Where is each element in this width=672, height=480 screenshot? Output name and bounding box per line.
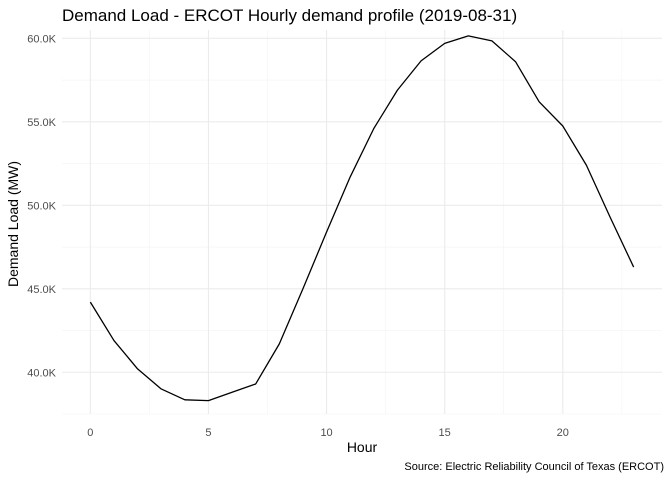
chart-title: Demand Load - ERCOT Hourly demand profil… xyxy=(62,6,517,25)
x-tick-label: 15 xyxy=(439,427,451,439)
x-tick-label: 0 xyxy=(87,427,93,439)
y-tick-labels: 40.0K 45.0K 50.0K 55.0K 60.0K xyxy=(27,33,56,379)
y-tick-label: 40.0K xyxy=(27,367,56,379)
y-tick-label: 55.0K xyxy=(27,117,56,129)
y-axis-title: Demand Load (MW) xyxy=(5,161,21,287)
y-tick-label: 60.0K xyxy=(27,33,56,45)
source-caption: Source: Electric Reliability Council of … xyxy=(404,461,664,473)
y-tick-label: 45.0K xyxy=(27,284,56,296)
grid xyxy=(62,30,662,415)
series-layer xyxy=(89,35,635,402)
x-tick-label: 10 xyxy=(320,427,332,439)
x-tick-labels: 0 5 10 15 20 xyxy=(87,427,569,439)
x-tick-label: 20 xyxy=(557,427,569,439)
y-tick-label: 50.0K xyxy=(27,200,56,212)
x-tick-label: 5 xyxy=(205,427,211,439)
series-line xyxy=(89,35,635,402)
x-axis-title: Hour xyxy=(347,439,378,455)
